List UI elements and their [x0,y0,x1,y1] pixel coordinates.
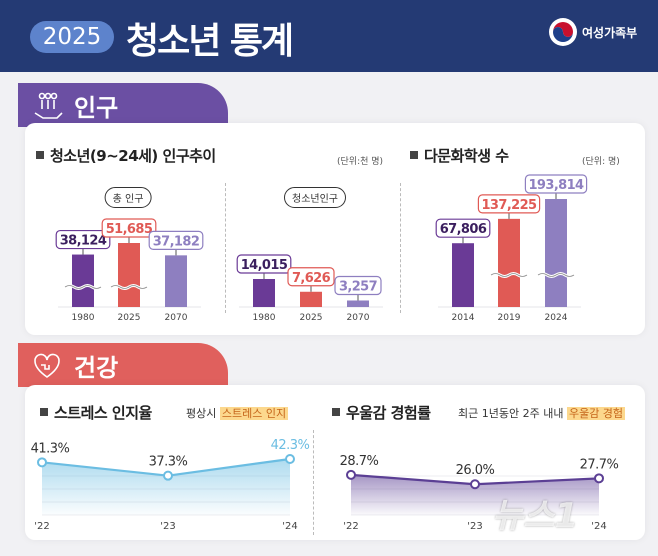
x-tick-label: '24 [282,521,297,532]
data-label: 28.7% [340,454,379,469]
stress-title: 스트레스 인지율 [40,402,152,423]
data-point [163,470,173,481]
x-tick-label: 2024 [545,313,568,323]
x-tick-label: 2019 [498,313,521,323]
bar [347,300,369,307]
x-tick-label: '24 [591,521,606,532]
trend-title: 청소년(9~24세) 인구추이 [36,145,216,166]
watermark: 뉴스1 [492,496,579,536]
x-tick-label: 2025 [118,313,141,323]
x-tick-label: '23 [467,521,482,532]
section-title: 인구 [74,93,119,122]
ministry-logo: 여성가족부 [548,17,637,47]
stress-highlight: 스트레스 인지 [219,407,289,420]
data-label-box [148,230,204,250]
bar [452,243,474,307]
trend-unit: (단위:천 명) [337,157,384,167]
divider [400,183,401,313]
data-label: 193,814 [528,178,584,193]
data-label-box [435,218,491,238]
data-point [346,469,356,480]
x-tick-label: 1980 [253,313,276,323]
x-tick-label: '23 [160,521,175,532]
data-label-box [334,275,382,296]
x-tick-label: 2014 [452,313,475,323]
x-tick-label: 2070 [347,313,370,323]
data-label-box [101,218,157,238]
axis-break-mark [64,285,102,289]
data-label-box [236,254,292,274]
year-badge: 2025 [30,21,114,53]
people-hand-icon [34,92,63,119]
multicultural-title: 다문화학생 수 [410,145,509,166]
data-label: 27.7% [580,457,619,472]
divider [225,183,226,313]
axis-break-mark [490,273,528,277]
data-label-box [477,194,541,214]
data-label: 42.3% [271,438,310,453]
data-label: 26.0% [456,463,495,478]
bar [545,199,567,307]
data-point [594,473,604,484]
x-tick-label: '22 [343,521,358,532]
data-label-box [55,229,111,250]
bar [118,243,140,307]
stress-note: 평상시 스트레스 인지 [186,405,289,421]
data-label-box [524,174,588,194]
bar [300,291,322,307]
data-label: 7,626 [292,271,331,286]
x-tick-label: 1980 [72,313,95,323]
page-title: 청소년 통계 [126,21,294,62]
depression-note: 최근 1년동안 2주 내내 우울감 경험 [458,405,626,421]
data-label: 51,685 [106,222,153,237]
ministry-name: 여성가족부 [582,25,638,40]
x-tick-label: 2025 [300,313,323,323]
data-label: 38,124 [60,234,107,249]
data-label: 3,257 [339,279,378,294]
data-point [285,454,295,464]
bar [498,218,520,307]
axis-break-mark [537,273,575,277]
data-label: 137,225 [481,198,537,213]
total-population-label: 총 인구 [104,187,152,208]
heart-puzzle-icon [34,353,60,378]
data-label: 37.3% [149,455,188,470]
header: 2025 청소년 통계 여성가족부 [0,0,658,72]
divider [313,430,314,535]
bar [165,255,187,307]
area-fill [42,459,290,515]
x-tick-label: '22 [34,521,49,532]
section-tab-population: 인구 [18,83,228,127]
section-tab-health: 건강 [18,343,228,387]
depression-title: 우울감 경험률 [332,402,431,423]
data-label: 37,182 [153,234,200,249]
data-label: 14,015 [241,258,288,273]
bar [72,254,94,307]
x-tick-label: 2070 [165,313,188,323]
multicultural-unit: (단위: 명) [582,157,620,167]
data-label-box [287,267,335,287]
bar-charts: 38,124 1980 51,685 2025 37,182 2070 14,015 1980… [55,174,588,323]
youth-population-label: 청소년인구 [284,187,346,208]
depression-highlight: 우울감 경험 [566,407,626,420]
data-point [37,457,47,468]
axis-break-mark [110,285,148,289]
taegeuk-icon [549,18,577,46]
area-fill [351,474,599,515]
stress-note-text: 평상시 [186,407,217,420]
data-label: 67,806 [440,222,487,237]
section-title: 건강 [74,353,119,382]
bar [253,279,275,307]
data-point [470,479,480,490]
data-label: 41.3% [31,441,70,456]
depression-note-text: 최근 1년동안 2주 내내 [458,407,564,420]
